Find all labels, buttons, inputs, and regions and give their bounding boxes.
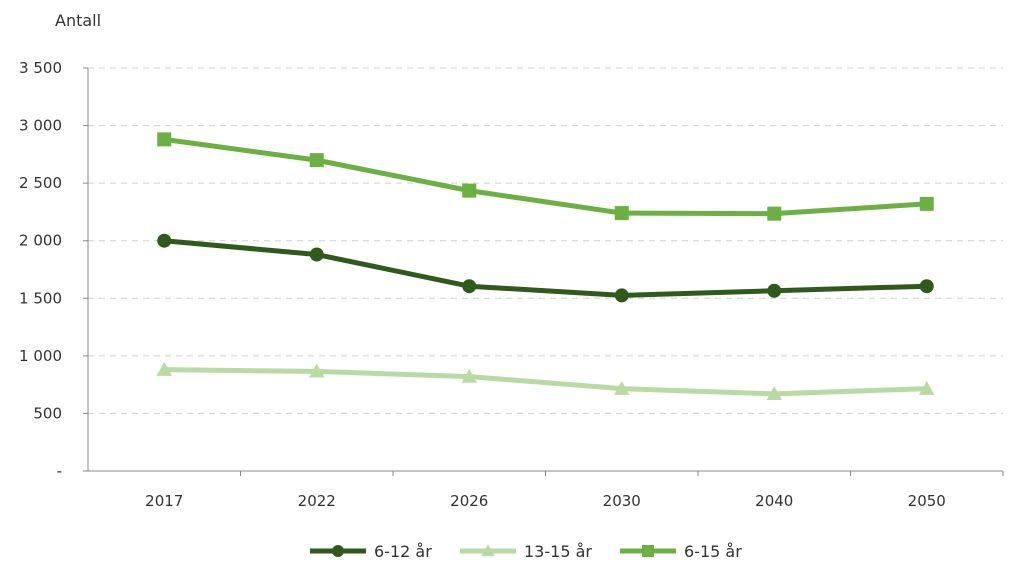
legend-item: 6-12 år: [310, 542, 432, 561]
data-point: [461, 368, 477, 383]
series-2: [157, 132, 934, 221]
data-point: [157, 132, 172, 147]
data-point: [156, 361, 172, 376]
legend-marker: [642, 545, 654, 557]
data-point: [462, 279, 477, 294]
x-tick-label: 2022: [298, 492, 336, 510]
x-tick-label: 2050: [908, 492, 946, 510]
y-tick-label: 1 000: [19, 347, 62, 365]
data-point: [919, 196, 934, 211]
data-point: [614, 206, 629, 221]
data-point: [614, 288, 629, 303]
x-tick-label: 2030: [603, 492, 641, 510]
data-point: [157, 233, 172, 248]
data-point: [766, 386, 782, 401]
series-1: [156, 361, 935, 401]
series-line: [161, 238, 930, 298]
legend-item: 6-15 år: [620, 542, 742, 561]
y-tick-label: -: [57, 462, 62, 480]
series-0: [157, 233, 934, 303]
data-point: [919, 380, 935, 395]
series-line: [161, 367, 930, 397]
legend-label: 13-15 år: [524, 542, 592, 561]
y-tick-label: 3 500: [19, 59, 62, 77]
data-point: [309, 153, 324, 168]
legend-marker: [481, 544, 495, 557]
y-tick-label: 3 000: [19, 117, 62, 135]
series-line: [161, 136, 930, 217]
legend-marker: [332, 545, 344, 557]
legend-label: 6-12 år: [374, 542, 432, 561]
y-tick-label: 2 500: [19, 174, 62, 192]
x-tick-label: 2017: [145, 492, 183, 510]
data-point: [767, 206, 782, 221]
legend-item: 13-15 år: [460, 542, 592, 561]
x-tick-label: 2040: [755, 492, 793, 510]
legend-label: 6-15 år: [684, 542, 742, 561]
data-point: [309, 247, 324, 262]
y-tick-label: 500: [33, 404, 62, 422]
data-point: [309, 363, 325, 378]
y-axis-label: Antall: [55, 11, 101, 30]
y-tick-label: 1 500: [19, 289, 62, 307]
data-point: [919, 279, 934, 294]
y-tick-label: 2 000: [19, 232, 62, 250]
data-point: [767, 283, 782, 298]
data-point: [462, 183, 477, 198]
data-point: [614, 380, 630, 395]
x-tick-label: 2026: [450, 492, 488, 510]
